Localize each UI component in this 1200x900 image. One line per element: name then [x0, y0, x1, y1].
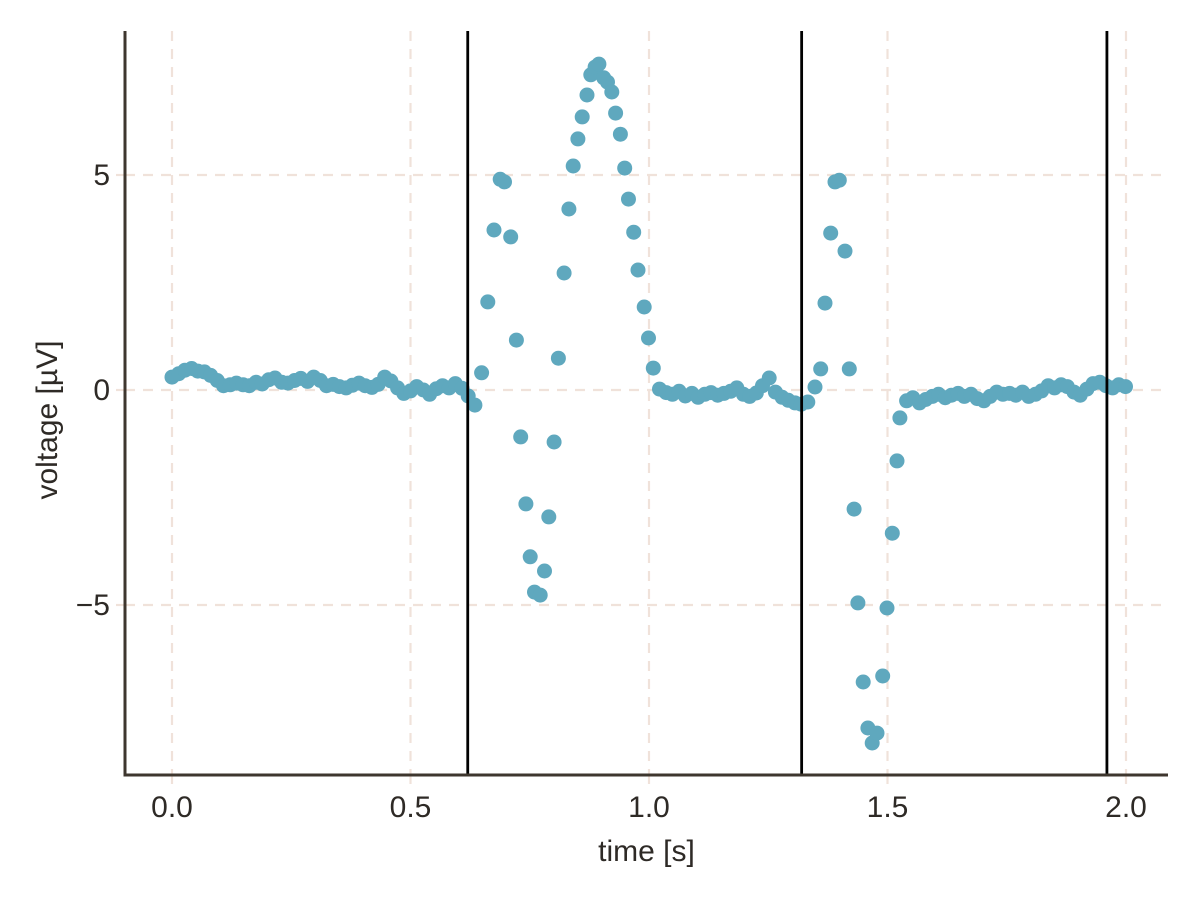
data-point [879, 600, 895, 616]
data-point [522, 549, 538, 565]
x-tick-label: 2.0 [1105, 791, 1147, 824]
data-point [800, 394, 816, 410]
data-point [532, 587, 548, 603]
data-point [480, 294, 496, 310]
data-point [641, 330, 656, 346]
y-tick-label: −5 [76, 589, 110, 622]
data-point [869, 725, 885, 741]
data-point [503, 229, 519, 245]
data-point [889, 453, 905, 469]
data-point [591, 56, 607, 72]
data-point [626, 224, 642, 240]
data-point [574, 109, 590, 125]
data-point [813, 361, 829, 377]
data-point [884, 525, 900, 541]
data-point [550, 350, 566, 366]
x-tick-label: 1.5 [867, 791, 909, 824]
data-point [612, 126, 628, 142]
data-point [630, 262, 646, 278]
data-point [837, 243, 853, 259]
data-point [1118, 379, 1133, 395]
event-lines [466, 31, 1109, 775]
data-point [617, 160, 633, 176]
data-point [579, 87, 595, 103]
data-point [823, 225, 839, 241]
data-point [841, 361, 857, 377]
data-point [561, 201, 577, 217]
axes-spines [123, 31, 1168, 777]
data-point [513, 429, 529, 445]
x-tick-label: 1.0 [628, 791, 670, 824]
data-point [467, 397, 483, 413]
y-axis-label: voltage [µV] [31, 340, 64, 500]
data-point [855, 674, 871, 690]
data-point [850, 595, 866, 611]
gridlines [125, 31, 1168, 775]
data-point [807, 379, 823, 395]
y-tick-label: 5 [93, 159, 110, 192]
y-tick-label: 0 [93, 374, 110, 407]
data-point [761, 370, 777, 386]
data-point [875, 668, 891, 684]
data-point [486, 222, 502, 238]
tick-marks [116, 173, 1128, 784]
data-point [518, 496, 534, 512]
data-point [546, 434, 562, 450]
data-point [604, 84, 620, 100]
x-tick-label: 0.5 [390, 791, 432, 824]
data-point [556, 265, 572, 281]
data-point [621, 191, 636, 207]
data-point [474, 365, 490, 381]
data-point [636, 299, 652, 315]
data-point [645, 360, 661, 376]
scatter-points [164, 56, 1133, 751]
data-point [565, 158, 581, 174]
data-point [508, 332, 524, 348]
data-point [846, 501, 862, 517]
tick-labels: 0.0 0.5 1.0 1.5 2.0 −5 0 5 [76, 159, 1147, 824]
data-point [537, 563, 552, 579]
data-point [892, 410, 908, 426]
data-point [497, 174, 512, 190]
x-axis-label: time [s] [598, 835, 695, 868]
data-point [570, 131, 586, 147]
data-point [541, 509, 557, 525]
data-point [817, 295, 833, 311]
x-tick-label: 0.0 [151, 791, 193, 824]
data-point [608, 105, 624, 121]
data-point [831, 172, 847, 188]
